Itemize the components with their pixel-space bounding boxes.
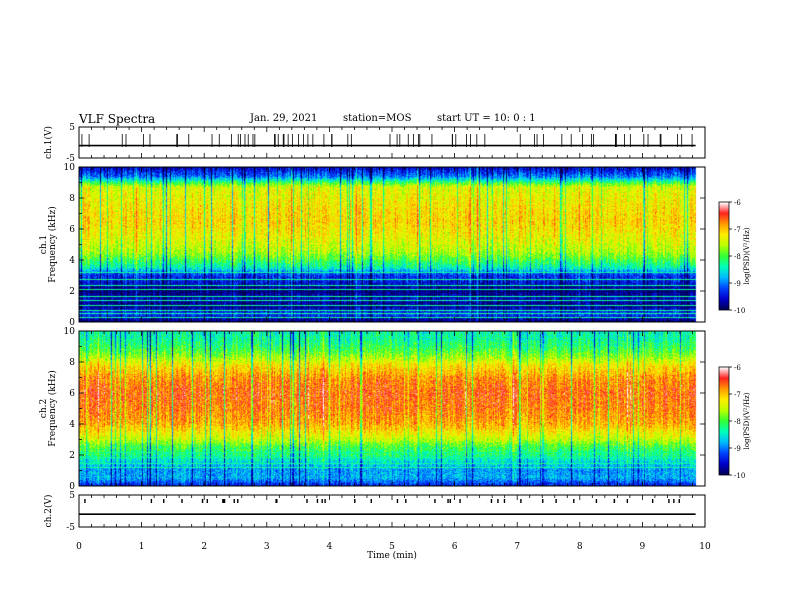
x-tick-label: 1 <box>139 542 145 552</box>
x-tick-label: 4 <box>327 542 333 552</box>
y-tick-label: 2 <box>69 287 75 297</box>
start-time-label: start UT = 10: 0 : 1 <box>437 113 536 124</box>
y-tick-label: 6 <box>69 389 75 399</box>
y-tick-label: 5 <box>69 123 75 133</box>
y-tick-label: 4 <box>69 420 75 430</box>
station-label: station=MOS <box>343 113 412 124</box>
y-tick-label: -5 <box>66 523 75 533</box>
x-tick-label: 6 <box>452 542 458 552</box>
x-tick-label: 8 <box>577 542 583 552</box>
colorbar-tick-label: -7 <box>734 226 741 234</box>
ch1-spectrogram-ylabel-0: ch.1 <box>39 235 49 254</box>
colorbar-tick-label: -8 <box>734 253 741 261</box>
y-tick-label: 10 <box>64 163 76 173</box>
ch1-spectrogram-image <box>79 167 705 322</box>
ch2-spectrogram-colorbar-label: log(PSD)(V²/Hz) <box>743 392 751 449</box>
colorbar-tick-label: -6 <box>734 199 741 207</box>
y-tick-label: 5 <box>69 491 75 501</box>
y-tick-label: 2 <box>69 451 75 461</box>
y-tick-label: 0 <box>69 482 75 492</box>
y-tick-label: 8 <box>69 194 75 204</box>
ch2-spectrogram-colorbar <box>719 367 729 475</box>
ch1-spectrogram-colorbar <box>719 202 729 310</box>
colorbar-tick-label: -10 <box>734 472 745 480</box>
y-tick-label: -5 <box>66 154 75 164</box>
x-tick-label: 9 <box>640 542 646 552</box>
ch1-waveform-ylabel: ch.1(V) <box>43 126 54 159</box>
ch1-spectrogram-ylabel-1: Frequency (kHz) <box>47 206 58 283</box>
x-tick-label: 2 <box>201 542 207 552</box>
x-tick-label: 0 <box>76 542 82 552</box>
colorbar-tick-label: -10 <box>734 307 745 315</box>
y-tick-label: 0 <box>69 318 75 328</box>
x-tick-label: 7 <box>514 542 520 552</box>
y-tick-label: 10 <box>64 327 76 337</box>
date-label: Jan. 29, 2021 <box>250 113 318 124</box>
y-tick-label: 4 <box>69 256 75 266</box>
x-axis-label: Time (min) <box>367 550 417 561</box>
ch2-spectrogram-image <box>79 331 705 486</box>
colorbar-tick-label: -6 <box>734 364 741 372</box>
ch2-waveform-ylabel: ch.2(V) <box>43 495 54 528</box>
figure-title: VLF Spectra <box>79 112 156 126</box>
x-tick-label: 3 <box>264 542 270 552</box>
y-tick-label: 8 <box>69 358 75 368</box>
colorbar-tick-label: -9 <box>734 280 741 288</box>
colorbar-tick-label: -7 <box>734 391 741 399</box>
x-tick-label: 5 <box>389 542 395 552</box>
y-tick-label: 6 <box>69 225 75 235</box>
ch2-spectrogram-ylabel-1: Frequency (kHz) <box>47 370 58 447</box>
colorbar-tick-label: -8 <box>734 418 741 426</box>
ch1-spectrogram-colorbar-label: log(PSD)(V²/Hz) <box>743 227 751 284</box>
x-tick-label: 10 <box>699 542 711 552</box>
colorbar-tick-label: -9 <box>734 445 741 453</box>
ch2-spectrogram-ylabel-0: ch.2 <box>39 399 49 418</box>
